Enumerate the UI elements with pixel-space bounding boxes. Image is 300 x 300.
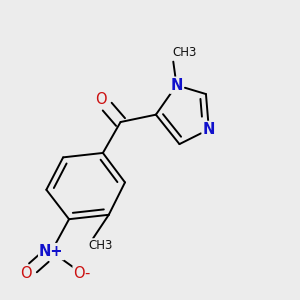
Text: N+: N+ — [39, 244, 64, 259]
Text: O: O — [96, 92, 107, 107]
Text: N: N — [170, 78, 183, 93]
Text: O-: O- — [74, 266, 91, 281]
Text: N: N — [203, 122, 215, 137]
Text: O: O — [20, 266, 32, 281]
Text: CH3: CH3 — [172, 46, 196, 59]
Text: CH3: CH3 — [88, 239, 112, 252]
